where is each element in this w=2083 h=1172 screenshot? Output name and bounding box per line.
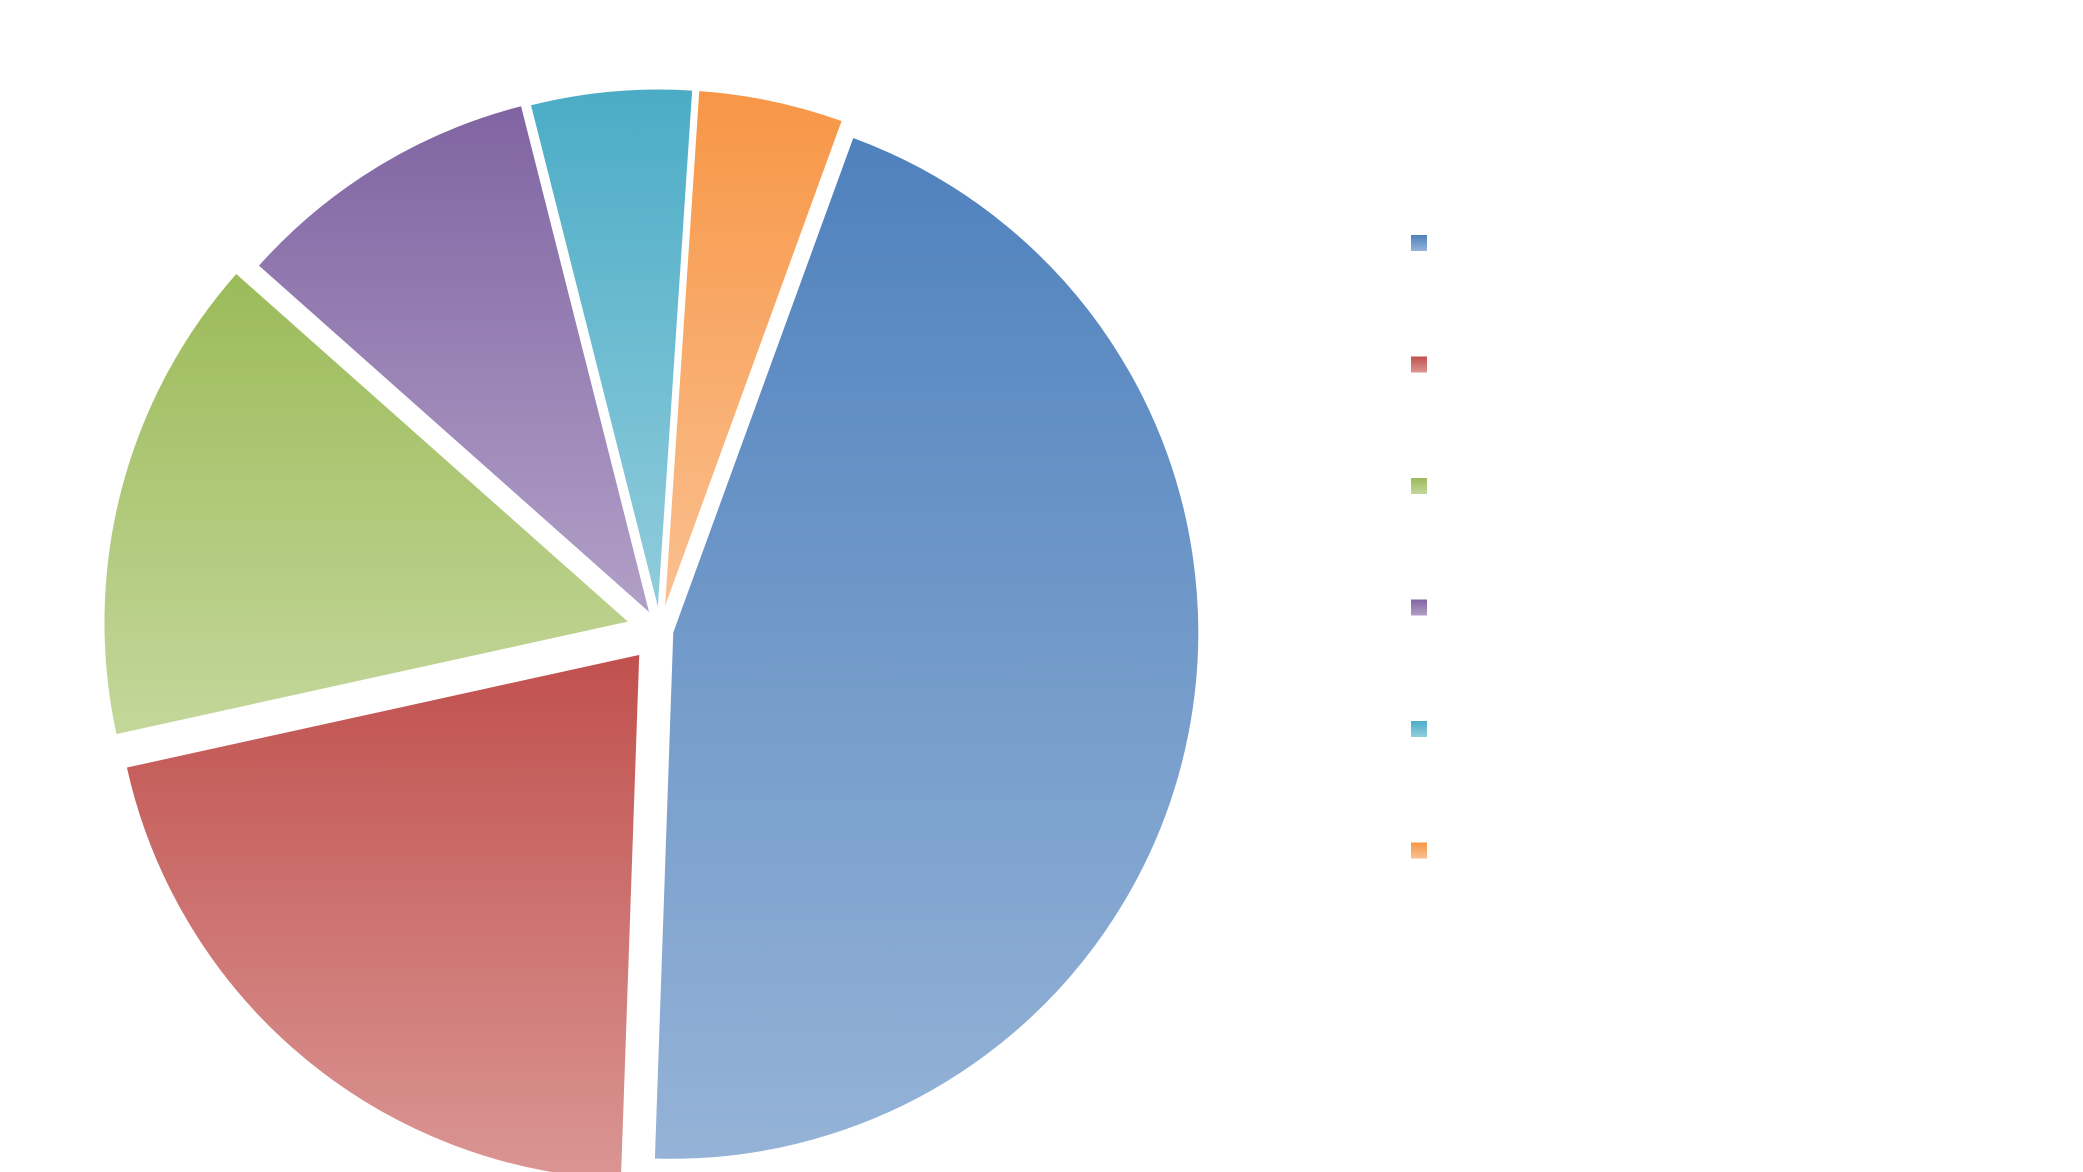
pie-slice-2 [123,651,643,1172]
pie-slices [101,86,1202,1172]
legend-marker-3 [1411,478,1427,494]
legend-marker-5 [1411,721,1427,737]
pie-slice-3 [101,270,633,738]
legend-marker-1 [1411,235,1427,251]
pie-slice-5 [527,86,696,618]
legend-marker-6 [1411,842,1427,859]
pie-slice-4 [255,102,654,618]
pie-slice-1 [651,134,1202,1162]
legend-marker-4 [1411,599,1427,616]
legend [1411,235,1427,859]
legend-marker-2 [1411,356,1427,373]
pie-slice-6 [661,87,845,618]
